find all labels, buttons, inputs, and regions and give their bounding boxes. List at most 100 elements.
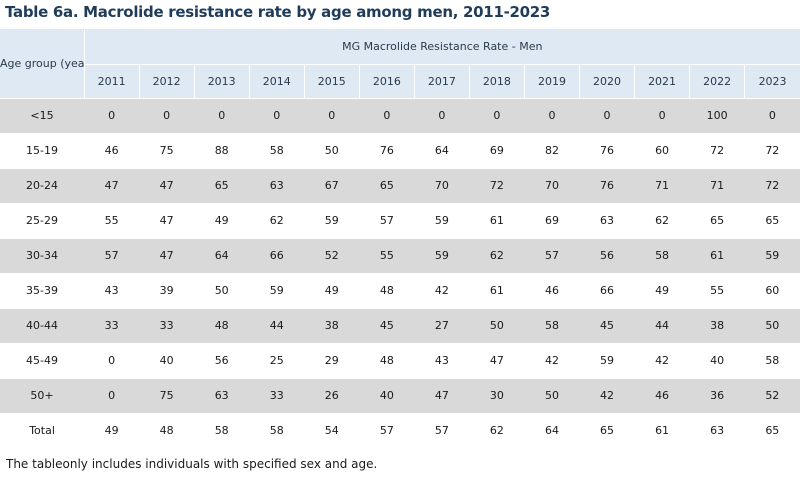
rate-cell: 50 [469,307,525,343]
rate-cell: 46 [634,377,690,413]
rate-cell: 0 [414,97,470,133]
rate-cell: 66 [579,272,635,308]
rate-cell: 33 [84,307,140,343]
table-body: <15 0 0 0 0 0 0 0 0 0 0 0 100 0 15-19 46 75 88 58 50 76 64 69 8… [0,97,800,448]
year-header: 2021 [634,64,690,98]
year-header: 2015 [303,64,360,98]
rate-cell: 59 [579,342,635,378]
year-header: 2018 [468,64,525,98]
rate-cell: 36 [689,377,745,413]
rate-cell: 47 [469,342,525,378]
rate-cell: 0 [84,377,140,413]
rate-cell: 65 [744,202,800,238]
rate-cell: 57 [524,237,580,273]
age-group-cell: 45-49 [0,342,85,378]
rate-cell: 38 [304,307,360,343]
rate-cell: 43 [414,342,470,378]
year-header: 2016 [358,64,415,98]
age-group-cell: 35-39 [0,272,85,308]
rate-cell: 42 [524,342,580,378]
table-row: 15-19 46 75 88 58 50 76 64 69 82 76 60 72 72 [0,132,800,168]
rate-cell: 47 [139,167,195,203]
rate-cell: 58 [524,307,580,343]
rate-cell: 49 [194,202,250,238]
rate-cell: 56 [194,342,250,378]
rate-cell: 65 [689,202,745,238]
table-row: 35-39 43 39 50 59 49 48 42 61 46 66 49 55 60 [0,272,800,308]
rate-cell: 61 [469,272,525,308]
rate-cell: 65 [579,412,635,448]
resistance-rate-table: Age group (years) MG Macrolide Resistanc… [0,29,800,448]
rate-cell: 27 [414,307,470,343]
rate-cell: 64 [194,237,250,273]
rate-cell: 82 [524,132,580,168]
rate-cell: 72 [744,132,800,168]
age-group-cell: <15 [0,97,85,133]
rate-cell: 50 [304,132,360,168]
rate-cell: 61 [634,412,690,448]
rate-cell: 63 [249,167,305,203]
rate-cell: 71 [689,167,745,203]
rate-cell: 76 [579,132,635,168]
year-header: 2012 [138,64,195,98]
table-row: Total 49 48 58 58 54 57 57 62 64 65 61 63 65 [0,412,800,448]
rate-cell: 58 [249,132,305,168]
age-group-cell: 30-34 [0,237,85,273]
table-footnote: The tableonly includes individuals with … [6,457,378,471]
rate-cell: 40 [359,377,415,413]
rate-cell: 57 [359,202,415,238]
rate-cell: 39 [139,272,195,308]
rate-cell: 66 [249,237,305,273]
rate-cell: 75 [139,377,195,413]
rate-cell: 48 [194,307,250,343]
header-row-years: 2011 2012 2013 2014 2015 2016 2017 2018 2019 2020… [0,64,800,98]
rate-cell: 57 [359,412,415,448]
rate-cell: 46 [84,132,140,168]
year-header: 2011 [83,64,140,98]
rate-cell: 47 [139,237,195,273]
rate-cell: 58 [249,412,305,448]
rate-cell: 62 [469,237,525,273]
table-row: 30-34 57 47 64 66 52 55 59 62 57 56 58 61 59 [0,237,800,273]
rate-cell: 42 [634,342,690,378]
rate-cell: 69 [524,202,580,238]
rate-cell: 42 [414,272,470,308]
rate-cell: 59 [414,202,470,238]
table-title: Table 6a. Macrolide resistance rate by a… [5,3,551,21]
table-row: 40-44 33 33 48 44 38 45 27 50 58 45 44 38 50 [0,307,800,343]
rate-cell: 0 [194,97,250,133]
rate-cell: 62 [249,202,305,238]
rate-cell: 25 [249,342,305,378]
rate-cell: 0 [139,97,195,133]
rate-cell: 0 [524,97,580,133]
rate-cell: 71 [634,167,690,203]
rate-cell: 59 [249,272,305,308]
rate-cell: 50 [194,272,250,308]
rate-cell: 75 [139,132,195,168]
rate-cell: 0 [579,97,635,133]
rate-cell: 0 [84,342,140,378]
rate-cell: 57 [414,412,470,448]
rate-cell: 60 [744,272,800,308]
rate-cell: 49 [634,272,690,308]
year-header: 2022 [689,64,745,98]
rate-cell: 0 [249,97,305,133]
rate-cell: 70 [414,167,470,203]
rate-cell: 0 [469,97,525,133]
rate-cell: 65 [744,412,800,448]
rate-cell: 58 [744,342,800,378]
year-header: 2020 [578,64,635,98]
rate-cell: 47 [139,202,195,238]
rate-cell: 48 [359,342,415,378]
rate-cell: 55 [689,272,745,308]
rate-cell: 76 [579,167,635,203]
rate-cell: 62 [634,202,690,238]
rate-cell: 0 [634,97,690,133]
rate-cell: 29 [304,342,360,378]
rate-cell: 72 [689,132,745,168]
rate-cell: 58 [634,237,690,273]
rate-cell: 26 [304,377,360,413]
rate-cell: 0 [359,97,415,133]
rate-cell: 33 [249,377,305,413]
rate-cell: 33 [139,307,195,343]
